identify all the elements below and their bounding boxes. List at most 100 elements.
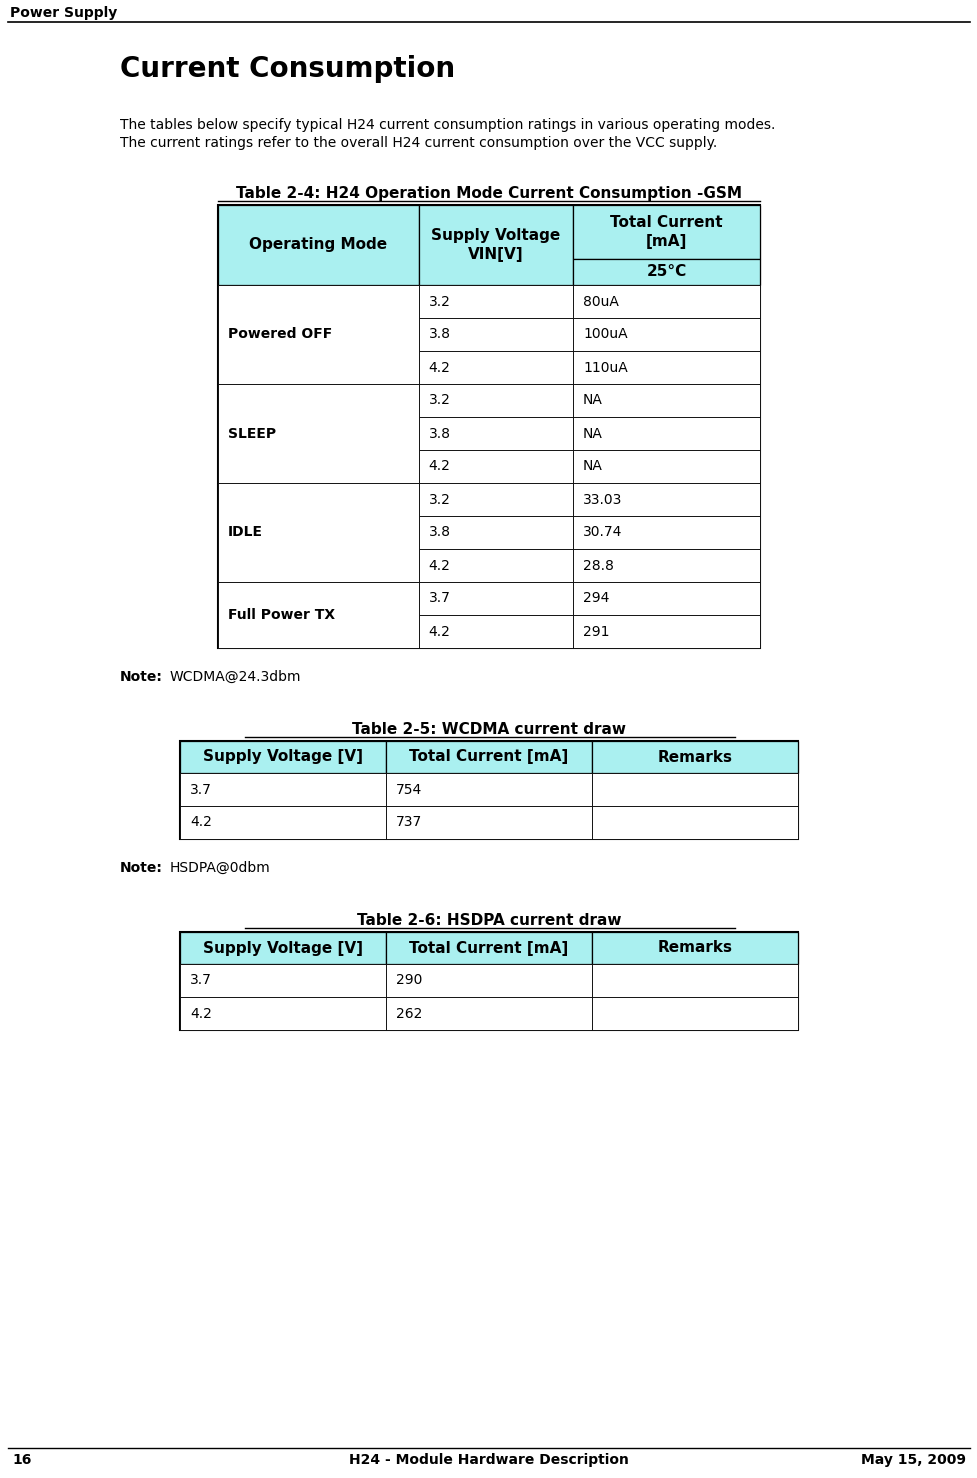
Bar bbox=[573, 350, 759, 384]
Bar bbox=[418, 615, 573, 647]
Text: NA: NA bbox=[582, 460, 602, 473]
Bar bbox=[573, 259, 759, 285]
Text: 28.8: 28.8 bbox=[582, 559, 614, 572]
Text: 80uA: 80uA bbox=[582, 294, 618, 309]
Bar bbox=[180, 806, 386, 840]
Text: 3.2: 3.2 bbox=[428, 492, 450, 507]
Bar bbox=[573, 318, 759, 350]
Text: The current ratings refer to the overall H24 current consumption over the VCC su: The current ratings refer to the overall… bbox=[120, 136, 716, 149]
Text: Powered OFF: Powered OFF bbox=[228, 328, 332, 341]
Text: 16: 16 bbox=[12, 1453, 31, 1468]
Bar bbox=[418, 516, 573, 548]
Bar bbox=[591, 964, 797, 998]
Text: 754: 754 bbox=[396, 782, 422, 797]
Bar bbox=[418, 548, 573, 582]
Text: Table 2-5: WCDMA current draw: Table 2-5: WCDMA current draw bbox=[352, 721, 625, 738]
Bar bbox=[386, 933, 591, 964]
Bar bbox=[573, 548, 759, 582]
Bar bbox=[218, 483, 418, 582]
Text: 3.2: 3.2 bbox=[428, 393, 450, 408]
Bar bbox=[180, 773, 386, 806]
Text: 3.7: 3.7 bbox=[190, 974, 212, 987]
Text: 294: 294 bbox=[582, 591, 609, 606]
Text: 737: 737 bbox=[396, 816, 422, 829]
Bar bbox=[573, 417, 759, 449]
Text: Remarks: Remarks bbox=[657, 940, 732, 955]
Bar bbox=[180, 998, 386, 1030]
Bar bbox=[418, 205, 573, 285]
Text: Remarks: Remarks bbox=[657, 749, 732, 764]
Text: Total Current
[mA]: Total Current [mA] bbox=[610, 214, 722, 250]
Text: Supply Voltage
VIN[V]: Supply Voltage VIN[V] bbox=[431, 228, 560, 263]
Text: 3.8: 3.8 bbox=[428, 526, 450, 539]
Bar bbox=[386, 964, 591, 998]
Text: 4.2: 4.2 bbox=[190, 1007, 212, 1020]
Text: 110uA: 110uA bbox=[582, 361, 627, 374]
Text: NA: NA bbox=[582, 393, 602, 408]
Bar bbox=[573, 582, 759, 615]
Bar bbox=[573, 285, 759, 318]
Text: Supply Voltage [V]: Supply Voltage [V] bbox=[203, 749, 362, 764]
Bar bbox=[386, 998, 591, 1030]
Bar bbox=[418, 483, 573, 516]
Text: 291: 291 bbox=[582, 625, 609, 638]
Text: Full Power TX: Full Power TX bbox=[228, 607, 335, 622]
Text: SLEEP: SLEEP bbox=[228, 427, 276, 440]
Text: Note:: Note: bbox=[120, 862, 163, 875]
Bar bbox=[180, 740, 797, 840]
Text: 3.2: 3.2 bbox=[428, 294, 450, 309]
Text: 4.2: 4.2 bbox=[428, 460, 450, 473]
Text: 33.03: 33.03 bbox=[582, 492, 621, 507]
Text: 290: 290 bbox=[396, 974, 422, 987]
Bar bbox=[591, 773, 797, 806]
Bar bbox=[591, 740, 797, 773]
Text: 262: 262 bbox=[396, 1007, 422, 1020]
Text: 4.2: 4.2 bbox=[428, 361, 450, 374]
Bar bbox=[180, 933, 797, 1030]
Text: May 15, 2009: May 15, 2009 bbox=[860, 1453, 965, 1468]
Text: Total Current [mA]: Total Current [mA] bbox=[409, 940, 568, 955]
Bar bbox=[591, 806, 797, 840]
Bar bbox=[418, 384, 573, 417]
Bar bbox=[418, 582, 573, 615]
Bar bbox=[573, 615, 759, 647]
Bar bbox=[180, 933, 386, 964]
Text: 100uA: 100uA bbox=[582, 328, 627, 341]
Text: 3.8: 3.8 bbox=[428, 427, 450, 440]
Bar bbox=[218, 205, 759, 647]
Bar bbox=[573, 205, 759, 259]
Bar bbox=[180, 740, 386, 773]
Text: Supply Voltage [V]: Supply Voltage [V] bbox=[203, 940, 362, 955]
Bar bbox=[418, 417, 573, 449]
Bar bbox=[418, 350, 573, 384]
Text: 3.8: 3.8 bbox=[428, 328, 450, 341]
Text: WCDMA@24.3dbm: WCDMA@24.3dbm bbox=[170, 670, 301, 684]
Text: Total Current [mA]: Total Current [mA] bbox=[409, 749, 568, 764]
Text: 4.2: 4.2 bbox=[190, 816, 212, 829]
Bar bbox=[573, 483, 759, 516]
Bar bbox=[180, 964, 386, 998]
Bar bbox=[218, 384, 418, 483]
Text: H24 - Module Hardware Description: H24 - Module Hardware Description bbox=[349, 1453, 628, 1468]
Text: HSDPA@0dbm: HSDPA@0dbm bbox=[170, 862, 271, 875]
Bar bbox=[418, 285, 573, 318]
Text: Operating Mode: Operating Mode bbox=[249, 238, 387, 253]
Text: Note:: Note: bbox=[120, 670, 163, 684]
Bar bbox=[218, 285, 418, 384]
Bar bbox=[573, 516, 759, 548]
Bar bbox=[418, 449, 573, 483]
Bar bbox=[573, 449, 759, 483]
Text: NA: NA bbox=[582, 427, 602, 440]
Bar bbox=[218, 205, 418, 285]
Bar bbox=[573, 384, 759, 417]
Text: Table 2-4: H24 Operation Mode Current Consumption -GSM: Table 2-4: H24 Operation Mode Current Co… bbox=[235, 186, 742, 201]
Bar bbox=[386, 806, 591, 840]
Bar bbox=[591, 933, 797, 964]
Text: 30.74: 30.74 bbox=[582, 526, 621, 539]
Bar bbox=[418, 318, 573, 350]
Text: Current Consumption: Current Consumption bbox=[120, 55, 454, 83]
Bar bbox=[218, 582, 418, 647]
Bar bbox=[591, 998, 797, 1030]
Text: The tables below specify typical H24 current consumption ratings in various oper: The tables below specify typical H24 cur… bbox=[120, 118, 775, 132]
Text: Table 2-6: HSDPA current draw: Table 2-6: HSDPA current draw bbox=[357, 913, 620, 928]
